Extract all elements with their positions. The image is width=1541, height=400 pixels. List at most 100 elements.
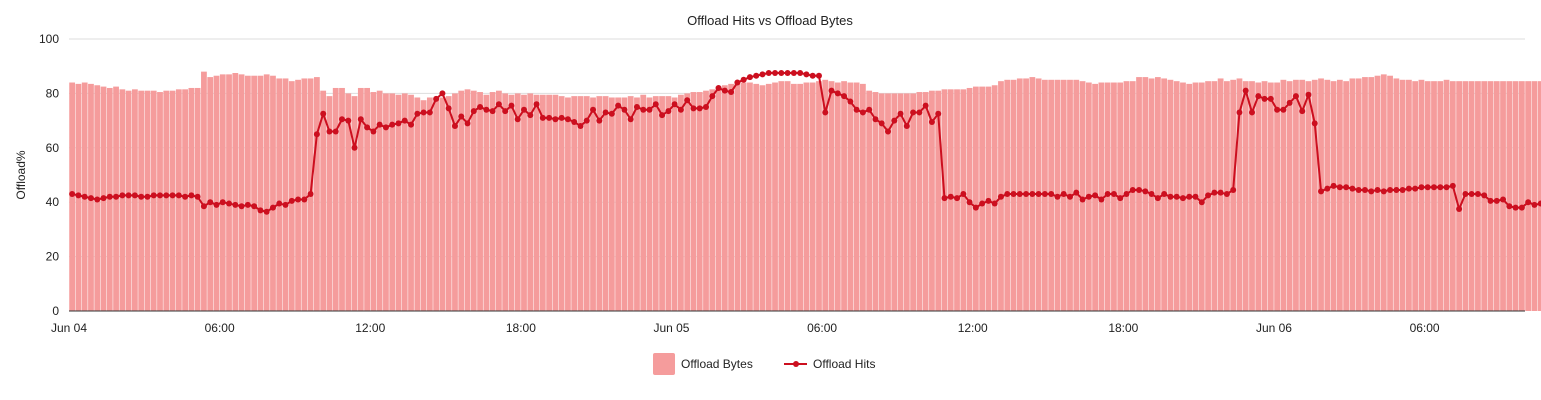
offload-bytes-bar xyxy=(489,92,496,311)
offload-bytes-bar xyxy=(1343,81,1350,311)
offload-bytes-bar xyxy=(903,93,910,312)
x-tick-label: 18:00 xyxy=(506,321,536,335)
offload-bytes-bar xyxy=(866,90,873,312)
offload-hits-point xyxy=(1205,192,1212,199)
offload-bytes-bar xyxy=(778,81,785,311)
offload-bytes-bar xyxy=(288,81,295,311)
offload-bytes-bar xyxy=(1518,81,1525,311)
offload-hits-point xyxy=(715,84,722,91)
offload-bytes-bar xyxy=(251,75,258,311)
offload-bytes-bar xyxy=(709,89,716,311)
offload-hits-point xyxy=(885,128,891,135)
offload-bytes-bar xyxy=(1500,81,1506,311)
offload-hits-point xyxy=(1349,185,1356,192)
offload-hits-point xyxy=(765,70,772,76)
offload-hits-point xyxy=(219,199,226,206)
offload-bytes-bar xyxy=(1399,79,1406,311)
offload-bytes-bar xyxy=(226,74,232,311)
offload-bytes-bar xyxy=(1211,81,1218,311)
offload-bytes-bar xyxy=(690,92,697,311)
offload-hits-point xyxy=(1299,108,1306,115)
offload-bytes-bar xyxy=(539,94,546,311)
offload-bytes-bar xyxy=(841,81,847,311)
offload-bytes-bar xyxy=(734,83,741,311)
offload-bytes-bar xyxy=(332,87,339,312)
offload-hits-point xyxy=(1412,185,1419,192)
offload-bytes-bar xyxy=(1437,81,1444,311)
offload-hits-point xyxy=(790,70,797,76)
offload-bytes-bar xyxy=(728,83,734,311)
offload-hits-point xyxy=(1223,191,1230,198)
offload-hits-point xyxy=(822,109,829,116)
y-tick-label: 0 xyxy=(52,304,59,318)
offload-hits-point xyxy=(753,72,760,79)
offload-bytes-bar xyxy=(1349,78,1356,311)
offload-bytes-bar xyxy=(753,83,760,311)
offload-hits-point xyxy=(502,108,509,115)
offload-bytes-bar xyxy=(169,90,176,312)
offload-bytes-bar xyxy=(847,82,854,312)
offload-hits-point xyxy=(1443,184,1450,191)
offload-bytes-bar xyxy=(671,97,678,311)
offload-bytes-bar xyxy=(244,75,251,311)
offload-bytes-bar xyxy=(502,93,509,312)
offload-bytes-bar xyxy=(747,82,753,312)
offload-bytes-bar xyxy=(138,90,145,312)
offload-bytes-bar xyxy=(383,93,389,312)
offload-bytes-bar xyxy=(797,83,804,311)
offload-bytes-bar xyxy=(721,85,728,312)
legend-swatch-offload-hits-marker xyxy=(793,361,799,367)
offload-bytes-bar xyxy=(163,90,170,312)
offload-hits-point xyxy=(652,101,659,108)
offload-hits-point xyxy=(1305,91,1312,98)
offload-bytes-bar xyxy=(740,82,747,312)
offload-bytes-bar xyxy=(583,96,590,312)
offload-bytes-bar xyxy=(991,85,998,312)
offload-hits-point xyxy=(119,192,126,199)
offload-bytes-bar xyxy=(972,86,979,311)
offload-hits-point xyxy=(200,203,207,210)
offload-bytes-bar xyxy=(527,93,534,312)
offload-bytes-bar xyxy=(1318,78,1324,311)
offload-hits-point xyxy=(1343,184,1350,191)
offload-bytes-bar xyxy=(496,90,502,312)
offload-bytes-bar xyxy=(345,93,352,312)
offload-hits-point xyxy=(659,112,666,119)
offload-hits-point xyxy=(1073,189,1080,196)
offload-hits-point xyxy=(859,109,866,116)
offload-hits-point xyxy=(997,193,1004,200)
offload-bytes-bar xyxy=(784,81,791,311)
offload-hits-point xyxy=(313,131,320,138)
offload-bytes-bar xyxy=(439,97,446,311)
offload-bytes-bar xyxy=(144,90,151,312)
offload-bytes-bar xyxy=(571,96,578,312)
offload-hits-point xyxy=(596,117,603,124)
offload-hits-point xyxy=(1405,185,1412,192)
offload-bytes-bar xyxy=(182,89,188,311)
y-tick-label: 60 xyxy=(46,141,60,155)
offload-hits-point xyxy=(232,201,239,208)
offload-bytes-bar xyxy=(1393,78,1400,311)
x-tick-label: Jun 05 xyxy=(653,321,689,335)
x-tick-label: 12:00 xyxy=(355,321,385,335)
offload-bytes-bar xyxy=(1280,79,1287,311)
offload-bytes-bar xyxy=(1362,77,1368,311)
offload-hits-point xyxy=(288,197,295,204)
offload-bytes-bar xyxy=(665,96,672,312)
offload-hits-point xyxy=(1456,206,1463,212)
offload-bytes-bar xyxy=(301,78,308,311)
offload-bytes-bar xyxy=(175,89,182,311)
offload-bytes-bar xyxy=(395,94,402,311)
offload-hits-point xyxy=(489,108,496,115)
offload-bytes-bar xyxy=(1431,81,1437,311)
offload-hits-point xyxy=(721,87,728,94)
offload-bytes-bar xyxy=(558,96,565,312)
offload-hits-point xyxy=(1500,196,1507,203)
offload-hits-point xyxy=(470,108,477,115)
offload-bytes-bar xyxy=(314,77,320,311)
offload-bytes-bar xyxy=(546,94,552,311)
offload-hits-point xyxy=(772,70,779,76)
offload-hits-point xyxy=(1249,109,1255,116)
offload-bytes-bar xyxy=(922,92,929,311)
offload-bytes-bar xyxy=(238,74,245,311)
